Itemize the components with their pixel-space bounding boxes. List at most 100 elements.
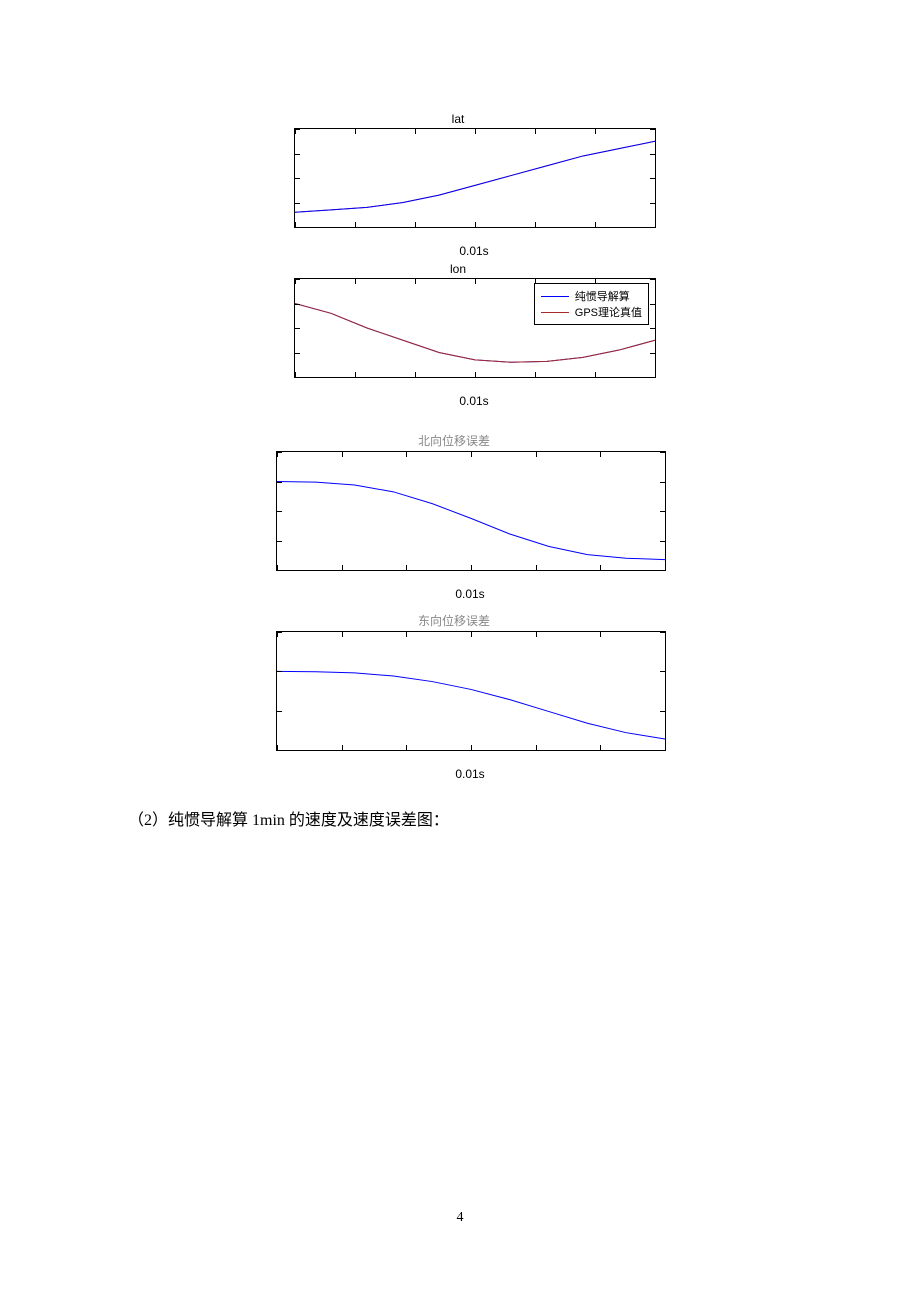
xtick-mark bbox=[277, 452, 278, 457]
xtick-label: 5000 bbox=[583, 377, 607, 378]
xtick-label: 6000 bbox=[643, 377, 656, 378]
xtick-mark bbox=[655, 222, 656, 227]
xtick-label: 6000 bbox=[653, 570, 666, 571]
xtick-mark bbox=[355, 279, 356, 284]
xtick-mark bbox=[277, 745, 278, 750]
ytick-mark bbox=[650, 178, 655, 179]
page-number: 4 bbox=[457, 1210, 464, 1226]
legend-swatch-ins bbox=[541, 296, 569, 297]
xtick-label: 0 bbox=[276, 570, 280, 571]
xtick-mark bbox=[415, 129, 416, 134]
xtick-mark bbox=[355, 222, 356, 227]
xtick-label: 5000 bbox=[583, 227, 607, 228]
xtick-mark bbox=[655, 129, 656, 134]
ytick-mark bbox=[660, 482, 665, 483]
xtick-label: 3000 bbox=[463, 227, 487, 228]
page-container: lat 度 29.1429.1529.1629.1729.18010002000… bbox=[0, 0, 920, 1302]
ytick-mark bbox=[650, 154, 655, 155]
chart-lon-legend: 纯惯导解算 GPS理论真值 bbox=[534, 283, 649, 325]
xtick-mark bbox=[475, 279, 476, 284]
chart-north-err: 北向位移误差 m -3-2-10101000200030004000500060… bbox=[244, 432, 664, 601]
xtick-label: 1000 bbox=[343, 377, 367, 378]
xtick-mark bbox=[600, 632, 601, 637]
xtick-label: 4000 bbox=[523, 750, 547, 751]
ytick-mark bbox=[277, 671, 282, 672]
ytick-mark bbox=[295, 227, 300, 228]
chart-lat: lat 度 29.1429.1529.1629.1729.18010002000… bbox=[262, 112, 654, 258]
xtick-mark bbox=[342, 452, 343, 457]
xtick-label: 6000 bbox=[653, 750, 666, 751]
legend-item-gps: GPS理论真值 bbox=[541, 304, 642, 320]
chart-lon-xlabel: 0.01s bbox=[294, 394, 654, 408]
xtick-mark bbox=[277, 565, 278, 570]
chart-north-err-title: 北向位移误差 bbox=[244, 432, 664, 449]
series-line bbox=[295, 141, 655, 212]
ytick-mark bbox=[295, 178, 300, 179]
xtick-label: 1000 bbox=[343, 227, 367, 228]
ytick-mark bbox=[660, 671, 665, 672]
xtick-mark bbox=[406, 565, 407, 570]
xtick-mark bbox=[665, 452, 666, 457]
xtick-label: 0 bbox=[294, 227, 298, 228]
xtick-mark bbox=[415, 372, 416, 377]
chart-east-err-xlabel: 0.01s bbox=[276, 767, 664, 781]
ytick-mark bbox=[650, 377, 655, 378]
xtick-mark bbox=[595, 372, 596, 377]
xtick-label: 3000 bbox=[463, 377, 487, 378]
xtick-mark bbox=[655, 372, 656, 377]
chart-east-err-title: 东向位移误差 bbox=[244, 612, 664, 629]
xtick-mark bbox=[415, 222, 416, 227]
xtick-label: 2000 bbox=[394, 570, 418, 571]
chart-north-err-curve bbox=[277, 452, 665, 570]
xtick-mark bbox=[295, 222, 296, 227]
xtick-mark bbox=[595, 222, 596, 227]
xtick-mark bbox=[295, 129, 296, 134]
xtick-mark bbox=[342, 565, 343, 570]
xtick-mark bbox=[406, 632, 407, 637]
chart-lat-curve bbox=[295, 129, 655, 227]
xtick-mark bbox=[342, 745, 343, 750]
chart-lat-xlabel: 0.01s bbox=[294, 244, 654, 258]
xtick-mark bbox=[355, 372, 356, 377]
ytick-mark bbox=[650, 203, 655, 204]
xtick-mark bbox=[406, 452, 407, 457]
xtick-mark bbox=[535, 129, 536, 134]
ytick-mark bbox=[295, 203, 300, 204]
xtick-mark bbox=[595, 129, 596, 134]
xtick-mark bbox=[655, 279, 656, 284]
chart-east-err: 东向位移误差 m -10-505010002000300040005000600… bbox=[244, 612, 664, 781]
ytick-mark bbox=[650, 227, 655, 228]
xtick-mark bbox=[471, 565, 472, 570]
chart-north-err-xlabel: 0.01s bbox=[276, 587, 664, 601]
xtick-mark bbox=[600, 452, 601, 457]
xtick-mark bbox=[665, 745, 666, 750]
xtick-mark bbox=[471, 745, 472, 750]
ytick-mark bbox=[660, 570, 665, 571]
series-line bbox=[277, 671, 665, 739]
xtick-mark bbox=[471, 452, 472, 457]
xtick-mark bbox=[475, 372, 476, 377]
chart-lat-title: lat bbox=[262, 112, 654, 126]
xtick-label: 4000 bbox=[523, 227, 547, 228]
xtick-label: 3000 bbox=[459, 750, 483, 751]
ytick-mark bbox=[650, 328, 655, 329]
ytick-mark bbox=[660, 511, 665, 512]
xtick-mark bbox=[536, 452, 537, 457]
ytick-mark bbox=[295, 154, 300, 155]
xtick-mark bbox=[295, 372, 296, 377]
ytick-mark bbox=[277, 570, 282, 571]
xtick-mark bbox=[536, 745, 537, 750]
xtick-label: 5000 bbox=[588, 570, 612, 571]
xtick-label: 4000 bbox=[523, 377, 547, 378]
xtick-mark bbox=[342, 632, 343, 637]
ytick-mark bbox=[660, 750, 665, 751]
ytick-mark bbox=[650, 304, 655, 305]
legend-label-gps: GPS理论真值 bbox=[575, 304, 642, 320]
xtick-mark bbox=[665, 632, 666, 637]
ytick-mark bbox=[277, 750, 282, 751]
xtick-label: 0 bbox=[276, 750, 280, 751]
xtick-label: 2000 bbox=[403, 227, 427, 228]
xtick-mark bbox=[536, 632, 537, 637]
chart-east-err-plot: m -10-5050100020003000400050006000 bbox=[276, 631, 666, 751]
xtick-mark bbox=[295, 279, 296, 284]
